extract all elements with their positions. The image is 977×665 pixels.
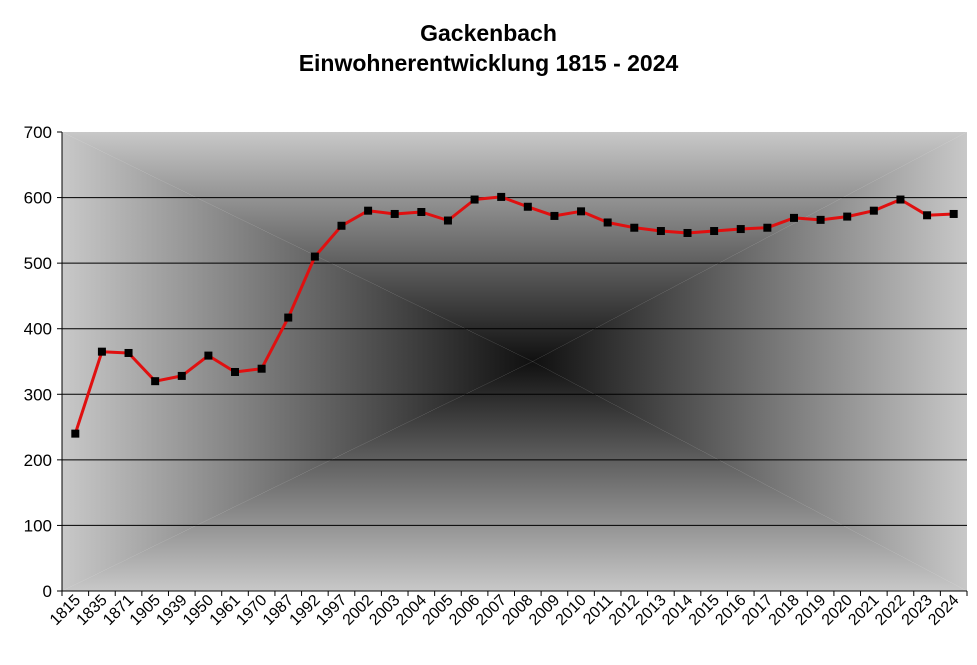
data-point — [630, 223, 639, 232]
y-tick-label: 300 — [24, 385, 52, 404]
data-point — [390, 209, 399, 218]
data-point — [843, 212, 852, 221]
data-point — [177, 371, 186, 380]
y-tick-label: 200 — [24, 451, 52, 470]
data-point — [949, 209, 958, 218]
plot-background — [62, 132, 967, 591]
data-point — [736, 225, 745, 234]
series-line — [73, 195, 954, 435]
y-tick-label: 400 — [24, 320, 52, 339]
y-axis-ticks: 0 100 200 300 400 500 600 700 — [24, 123, 62, 601]
chart-title-block: Gackenbach Einwohnerentwicklung 1815 - 2… — [0, 18, 977, 78]
data-point — [577, 207, 586, 216]
chart-subtitle: Einwohnerentwicklung 1815 - 2024 — [298, 50, 679, 76]
data-point — [869, 206, 878, 215]
data-point — [310, 252, 319, 261]
data-point — [231, 367, 240, 376]
y-tick-label: 700 — [24, 123, 52, 142]
data-series — [71, 192, 958, 438]
y-tick-label: 600 — [24, 189, 52, 208]
data-point — [550, 211, 559, 220]
data-point — [284, 313, 293, 322]
gridlines — [62, 197, 967, 526]
data-point — [710, 227, 719, 236]
data-point — [257, 364, 266, 373]
data-point — [816, 215, 825, 224]
data-point — [763, 223, 772, 232]
data-point — [923, 211, 932, 220]
data-point — [443, 216, 452, 225]
data-point — [337, 221, 346, 230]
x-tick-label: 2024 — [925, 592, 962, 629]
data-point — [603, 218, 612, 227]
data-point — [204, 351, 213, 360]
y-tick-label: 0 — [43, 582, 52, 601]
x-axis-ticks: 1815183518711905193919501961197019871992… — [47, 591, 968, 629]
data-point — [523, 202, 532, 211]
data-point — [364, 206, 373, 215]
x-tick-label: 2010 — [553, 592, 590, 629]
y-tick-label: 500 — [24, 254, 52, 273]
data-point — [71, 429, 80, 438]
data-point — [124, 348, 133, 357]
data-point — [417, 207, 426, 216]
chart-title: Gackenbach — [420, 20, 557, 46]
data-point — [151, 377, 160, 386]
data-point — [789, 213, 798, 222]
data-point — [896, 195, 905, 204]
data-point — [683, 228, 692, 237]
y-tick-label: 100 — [24, 516, 52, 535]
data-point — [470, 195, 479, 204]
data-point — [97, 347, 106, 356]
data-point — [497, 192, 506, 201]
data-point — [656, 227, 665, 236]
